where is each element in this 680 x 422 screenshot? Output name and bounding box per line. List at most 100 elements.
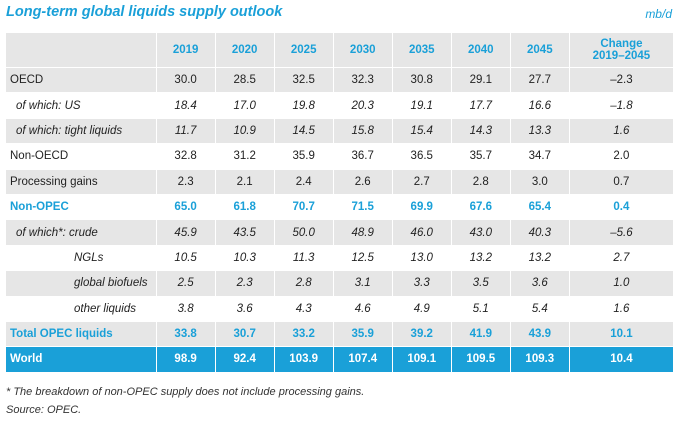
value-cell: 107.4: [333, 346, 393, 373]
change-cell: –5.6: [568, 219, 675, 246]
value-cell: 109.3: [510, 346, 570, 373]
value-cell: 103.9: [274, 346, 334, 373]
header-row: 2019 2020 2025 2030 2035 2040 2045 Chang…: [6, 33, 675, 68]
year-header: 2040: [451, 33, 511, 68]
change-cell: –1.8: [568, 92, 675, 119]
value-cell: 11.7: [156, 118, 216, 145]
value-cell: 40.3: [510, 219, 570, 246]
change-cell: 10.1: [568, 321, 675, 348]
value-cell: 15.8: [333, 118, 393, 145]
value-cell: 43.9: [510, 321, 570, 348]
table-row: of which: US 18.4 17.0 19.8 20.3 19.1 17.7 16.6…: [6, 92, 675, 119]
value-cell: 12.5: [333, 245, 393, 272]
value-cell: 35.7: [451, 143, 511, 170]
value-cell: 2.1: [215, 169, 275, 195]
value-cell: 10.9: [215, 118, 275, 145]
change-cell: 2.0: [568, 143, 675, 170]
value-cell: 3.1: [333, 270, 393, 297]
table-row: Non-OECD 32.8 31.2 35.9 36.7 36.5 35.7 34.7 2.0: [6, 143, 675, 170]
value-cell: 14.3: [451, 118, 511, 145]
value-cell: 3.6: [510, 270, 570, 297]
value-cell: 35.9: [274, 143, 334, 170]
value-cell: 67.6: [451, 194, 511, 221]
value-cell: 30.0: [156, 67, 216, 94]
value-cell: 98.9: [156, 346, 216, 373]
value-cell: 65.4: [510, 194, 570, 221]
row-label: of which: tight liquids: [6, 118, 157, 145]
value-cell: 61.8: [215, 194, 275, 221]
value-cell: 10.3: [215, 245, 275, 272]
source-note: Source: OPEC.: [6, 404, 82, 416]
row-label: of which: US: [6, 92, 157, 119]
header-blank: [6, 33, 157, 68]
row-label: of which*: crude: [6, 219, 157, 246]
value-cell: 19.1: [392, 92, 452, 119]
row-label: NGLs: [6, 245, 157, 272]
table-row: Non-OPEC 65.0 61.8 70.7 71.5 69.9 67.6 65.4 0.4: [6, 194, 675, 221]
value-cell: 34.7: [510, 143, 570, 170]
value-cell: 2.5: [156, 270, 216, 297]
value-cell: 3.5: [451, 270, 511, 297]
row-label: global biofuels: [6, 270, 157, 297]
value-cell: 36.5: [392, 143, 452, 170]
value-cell: 3.8: [156, 296, 216, 322]
value-cell: 92.4: [215, 346, 275, 373]
value-cell: 46.0: [392, 219, 452, 246]
change-header-line1: Change: [600, 38, 643, 50]
value-cell: 41.9: [451, 321, 511, 348]
change-cell: 1.0: [568, 270, 675, 297]
value-cell: 3.0: [510, 169, 570, 195]
value-cell: 17.7: [451, 92, 511, 119]
change-cell: 2.7: [568, 245, 675, 272]
year-header: 2025: [274, 33, 334, 68]
value-cell: 30.8: [392, 67, 452, 94]
table-row: global biofuels 2.5 2.3 2.8 3.1 3.3 3.5 3.6 1.0: [6, 270, 675, 297]
value-cell: 2.3: [215, 270, 275, 297]
row-label: Non-OPEC: [6, 194, 157, 221]
table-row: World 98.9 92.4 103.9 107.4 109.1 109.5 109.3 10…: [6, 346, 675, 373]
value-cell: 18.4: [156, 92, 216, 119]
change-cell: –2.3: [568, 67, 675, 94]
value-cell: 20.3: [333, 92, 393, 119]
value-cell: 32.8: [156, 143, 216, 170]
table-title: Long-term global liquids supply outlook: [6, 4, 283, 20]
value-cell: 11.3: [274, 245, 334, 272]
change-cell: 0.4: [568, 194, 675, 221]
table-row: of which: tight liquids 11.7 10.9 14.5 15.8 1…: [6, 118, 675, 145]
value-cell: 14.5: [274, 118, 334, 145]
year-header: 2020: [215, 33, 275, 68]
row-label: Non-OECD: [6, 143, 157, 170]
value-cell: 13.3: [510, 118, 570, 145]
change-cell: 1.6: [568, 118, 675, 145]
value-cell: 65.0: [156, 194, 216, 221]
row-label: Processing gains: [6, 169, 157, 195]
change-cell: 10.4: [568, 346, 675, 373]
value-cell: 13.0: [392, 245, 452, 272]
value-cell: 33.8: [156, 321, 216, 348]
value-cell: 33.2: [274, 321, 334, 348]
year-header: 2030: [333, 33, 393, 68]
value-cell: 4.9: [392, 296, 452, 322]
value-cell: 109.5: [451, 346, 511, 373]
value-cell: 69.9: [392, 194, 452, 221]
value-cell: 35.9: [333, 321, 393, 348]
value-cell: 4.3: [274, 296, 334, 322]
change-cell: 1.6: [568, 296, 675, 322]
value-cell: 3.6: [215, 296, 275, 322]
value-cell: 31.2: [215, 143, 275, 170]
row-label: other liquids: [6, 296, 157, 322]
value-cell: 71.5: [333, 194, 393, 221]
value-cell: 48.9: [333, 219, 393, 246]
table-row: Total OPEC liquids 33.8 30.7 33.2 35.9 39.2 41…: [6, 321, 675, 348]
table-row: other liquids 3.8 3.6 4.3 4.6 4.9 5.1 5.4 1.6: [6, 296, 675, 322]
change-cell: 0.7: [568, 169, 675, 195]
row-label: Total OPEC liquids: [6, 321, 157, 348]
table-row: of which*: crude 45.9 43.5 50.0 48.9 46.0 43.0…: [6, 219, 675, 246]
value-cell: 50.0: [274, 219, 334, 246]
value-cell: 2.6: [333, 169, 393, 195]
value-cell: 2.7: [392, 169, 452, 195]
value-cell: 43.0: [451, 219, 511, 246]
value-cell: 2.8: [274, 270, 334, 297]
year-header: 2019: [156, 33, 216, 68]
value-cell: 30.7: [215, 321, 275, 348]
